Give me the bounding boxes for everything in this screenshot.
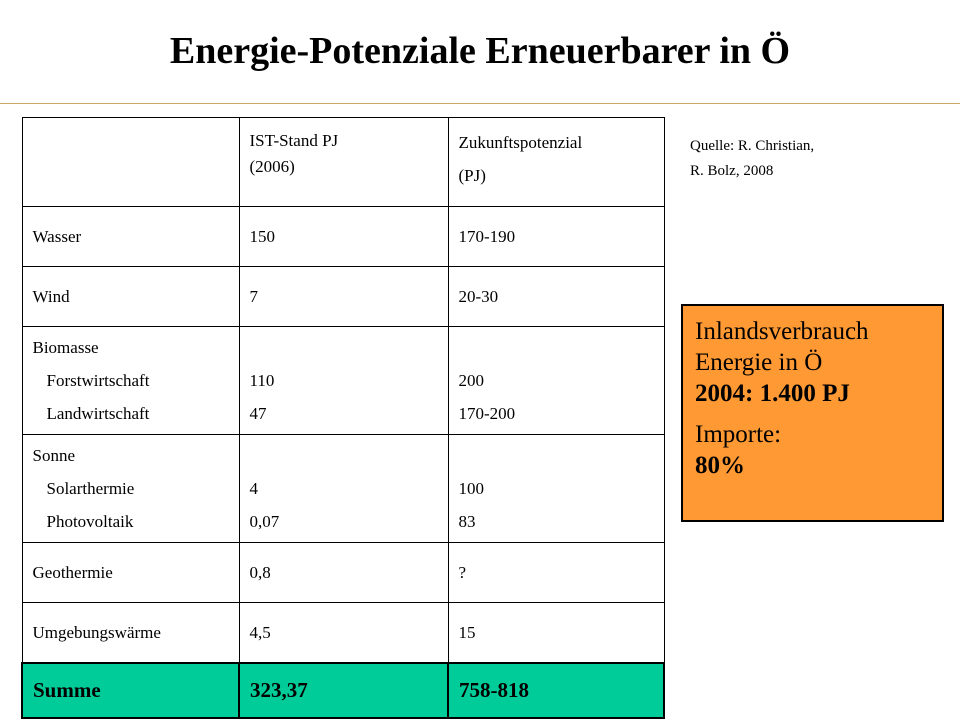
row-label: Wasser	[21, 206, 240, 267]
row-future-value: 15	[447, 602, 665, 664]
source-line1: Quelle: R. Christian,	[690, 138, 815, 154]
row-ist-value: 0,07	[249, 512, 280, 531]
row-ist-group: 4 0,07	[238, 434, 449, 543]
row-label-group: Sonne Solarthermie Photovoltaik	[21, 434, 240, 543]
row-ist-value: 110	[249, 371, 275, 390]
row-ist-value: 4	[249, 479, 259, 498]
row-future-value: 20-30	[447, 266, 665, 327]
info-line1: Inlandsverbrauch	[695, 318, 869, 345]
row-sublabel: Forstwirtschaft	[46, 371, 150, 390]
row-future-group: 100 83	[447, 434, 665, 543]
row-label: Wind	[21, 266, 240, 327]
inlandsverbrauch-info-box: Inlandsverbrauch Energie in Ö 2004: 1.40…	[681, 304, 944, 522]
table-row-umgebungswaerme: Umgebungswärme 4,5 15	[21, 602, 665, 664]
row-future-group: 200 170-200	[447, 326, 665, 435]
header-empty-cell	[21, 117, 240, 207]
row-blank-line	[459, 439, 656, 472]
row-label: Sonne	[32, 446, 76, 465]
table-row-sonne: Sonne Solarthermie Photovoltaik 4 0,07 1…	[21, 434, 665, 543]
info-imports-value: 80%	[695, 452, 745, 479]
row-sublabel: Photovoltaik	[46, 512, 134, 531]
header-zukunft: Zukunftspotenzial (PJ)	[447, 117, 665, 207]
row-label: Geothermie	[21, 542, 240, 603]
row-blank-line	[250, 331, 440, 364]
row-ist-value: 47	[249, 404, 267, 423]
row-ist-value: 150	[238, 206, 449, 267]
header-zukunft-line2: (PJ)	[458, 166, 486, 185]
table-row-wind: Wind 7 20-30	[21, 266, 665, 327]
row-ist-value: 4,5	[238, 602, 449, 664]
sum-future-value: 758-818	[447, 662, 665, 719]
sum-ist-value: 323,37	[238, 662, 449, 719]
row-future-value: 170-190	[447, 206, 665, 267]
row-blank-line	[459, 331, 656, 364]
row-future-value: 200	[458, 371, 485, 390]
row-blank-line	[250, 439, 440, 472]
title-divider	[0, 103, 960, 104]
header-ist-stand: IST-Stand PJ (2006)	[238, 117, 449, 207]
row-future-value: 83	[458, 512, 476, 531]
row-label-group: Biomasse Forstwirtschaft Landwirtschaft	[21, 326, 240, 435]
table-row-biomasse: Biomasse Forstwirtschaft Landwirtschaft …	[21, 326, 665, 435]
row-ist-value: 0,8	[238, 542, 449, 603]
page-title: Energie-Potenziale Erneuerbarer in Ö	[169, 30, 791, 72]
header-ist-line1: IST-Stand PJ	[249, 131, 339, 150]
row-future-value: 100	[458, 479, 485, 498]
source-note: Quelle: R. Christian, R. Bolz, 2008	[690, 134, 910, 184]
table-sum-row: Summe 323,37 758-818	[21, 662, 665, 719]
info-consumption-value: 2004: 1.400 PJ	[695, 380, 850, 407]
sum-label: Summe	[21, 662, 240, 719]
row-future-value: 170-200	[458, 404, 516, 423]
table-row-geothermie: Geothermie 0,8 ?	[21, 542, 665, 603]
row-sublabel: Solarthermie	[46, 479, 135, 498]
row-future-value: ?	[447, 542, 665, 603]
row-label: Biomasse	[32, 338, 99, 357]
table-header-row: IST-Stand PJ (2006) Zukunftspotenzial (P…	[21, 117, 665, 207]
row-ist-value: 7	[238, 266, 449, 327]
source-line2: R. Bolz, 2008	[690, 163, 774, 179]
energy-potential-table: IST-Stand PJ (2006) Zukunftspotenzial (P…	[21, 117, 665, 719]
table-row-wasser: Wasser 150 170-190	[21, 206, 665, 267]
header-zukunft-line1: Zukunftspotenzial	[458, 133, 583, 152]
row-ist-group: 110 47	[238, 326, 449, 435]
row-sublabel: Landwirtschaft	[46, 404, 150, 423]
header-ist-line2: (2006)	[249, 157, 295, 176]
row-label: Umgebungswärme	[21, 602, 240, 664]
info-imports-label: Importe:	[695, 421, 782, 448]
info-line2: Energie in Ö	[695, 349, 823, 376]
